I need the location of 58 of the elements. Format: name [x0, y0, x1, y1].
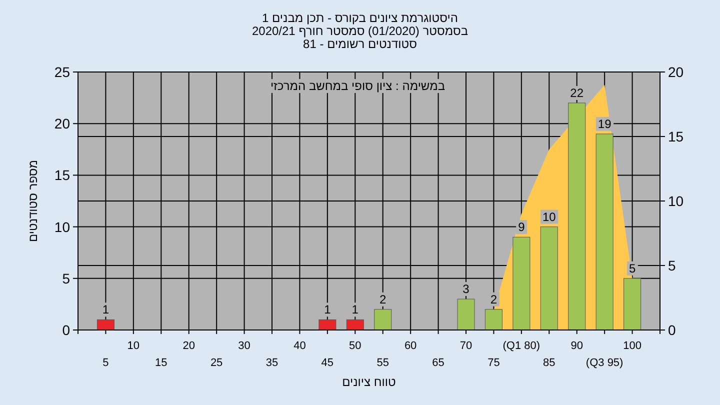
bar [457, 298, 475, 330]
data-label: 3 [462, 282, 470, 296]
x-tick-label: 50 [349, 340, 362, 352]
y2-tick-label: 20 [668, 64, 684, 80]
bar [596, 134, 614, 330]
x-axis-title: טווח ציונים [342, 375, 396, 389]
data-label: 10 [542, 210, 556, 224]
data-label: 2 [380, 292, 387, 306]
x-tick-label: 100 [623, 340, 642, 352]
x-tick-label: 70 [460, 340, 472, 352]
x-tick-label: 85 [543, 357, 556, 369]
x-tick-label: 90 [570, 340, 583, 352]
y2-tick-label: 0 [668, 322, 676, 338]
bar [318, 319, 336, 330]
data-label: 19 [598, 116, 612, 131]
x-tick-label: 40 [294, 340, 306, 352]
x-tick-label: 60 [404, 340, 417, 352]
x-tick-label: 15 [155, 357, 168, 369]
data-label: 22 [570, 86, 584, 100]
data-label: 2 [490, 292, 498, 306]
data-label: 1 [102, 302, 110, 317]
data-label: 1 [352, 302, 359, 317]
y-tick-label: 20 [54, 116, 70, 132]
y-tick-label: 10 [54, 218, 70, 235]
bar [540, 226, 558, 330]
y-tick-label: 15 [54, 167, 70, 184]
y2-tick-label: 5 [668, 258, 676, 274]
x-tick-label: (Q1 80) [502, 340, 540, 352]
bar [568, 102, 586, 330]
x-tick-label: 10 [127, 340, 140, 352]
bar [374, 309, 392, 330]
data-label: 9 [518, 220, 526, 234]
x-tick-label: 65 [432, 357, 444, 369]
bar [624, 278, 642, 330]
y-tick-label: 0 [62, 322, 70, 338]
y-axis-title: מספר סטודנטים [26, 160, 40, 242]
x-tick-label: 20 [182, 340, 195, 352]
x-tick-label: 25 [210, 357, 223, 369]
x-tick-label: 45 [321, 357, 334, 369]
annotation: במשימה : ציון סופי במחשב המרכזי [270, 79, 445, 93]
x-tick-label: 5 [102, 357, 109, 369]
x-tick-label: 30 [238, 340, 250, 352]
y2-tick-label: 10 [668, 193, 684, 209]
y2-tick-label: 15 [668, 128, 684, 144]
y-tick-label: 5 [62, 270, 70, 286]
data-label: 5 [628, 261, 636, 276]
chart-subtitle: בסמסטר (01/2020) סמסטר חורף 2020/21 סטודנטים רשומים - 81 [252, 24, 468, 51]
data-label: 1 [324, 302, 332, 317]
chart-title: היסטוגרמת ציונים בקורס - תכן מבנים 1 [262, 11, 458, 25]
x-tick-label: 35 [266, 357, 278, 369]
bar [96, 319, 114, 330]
y-tick-label: 25 [54, 64, 70, 80]
x-tick-label: 75 [488, 357, 500, 369]
bar [346, 319, 364, 330]
bar [512, 236, 530, 330]
x-tick-label: 55 [376, 357, 389, 369]
x-tick-label: (Q3 95) [586, 357, 624, 369]
bar [484, 309, 502, 330]
